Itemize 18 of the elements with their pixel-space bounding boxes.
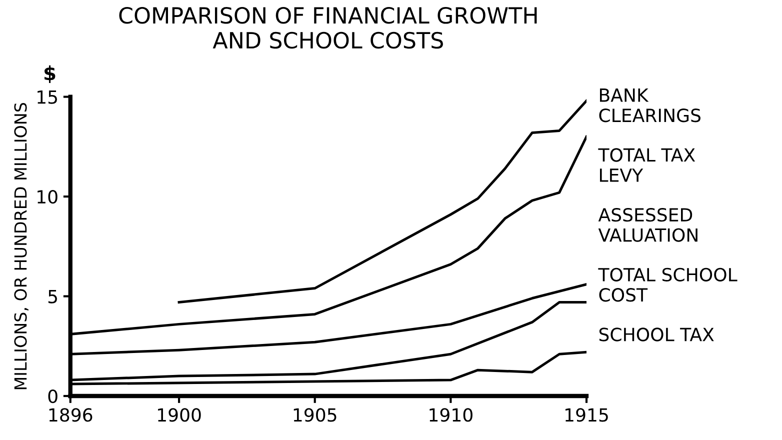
y-tick-label: 0 (48, 389, 58, 404)
text: ASSESSED VALUATION (598, 208, 698, 242)
series-label: SCHOOL TAX (599, 328, 714, 342)
x-tick-label: 1896 (49, 408, 92, 422)
chart-title: COMPARISON OF FINANCIAL GROWTH AND SCHOOL COSTS (119, 6, 537, 49)
series-label: TOTAL SCHOOL COST (598, 268, 738, 302)
y-tick-label: 5 (48, 290, 57, 304)
series-label: BANK CLEARINGS (599, 88, 700, 122)
series-label: TOTAL TAX LEVY (598, 148, 696, 182)
y-tick-label: 15 (38, 90, 57, 104)
y-tick-label: 10 (38, 190, 58, 204)
x-tick-label: 1910 (430, 408, 472, 422)
x-tick-label: 1915 (566, 408, 608, 422)
text: $ (44, 65, 56, 84)
y-axis-title: MILLIONS, OR HUNDRED MILLIONS (14, 102, 29, 390)
line-series (178, 100, 586, 304)
x-tick-label: 1900 (158, 408, 201, 422)
x-tick-label: 1905 (294, 408, 336, 422)
